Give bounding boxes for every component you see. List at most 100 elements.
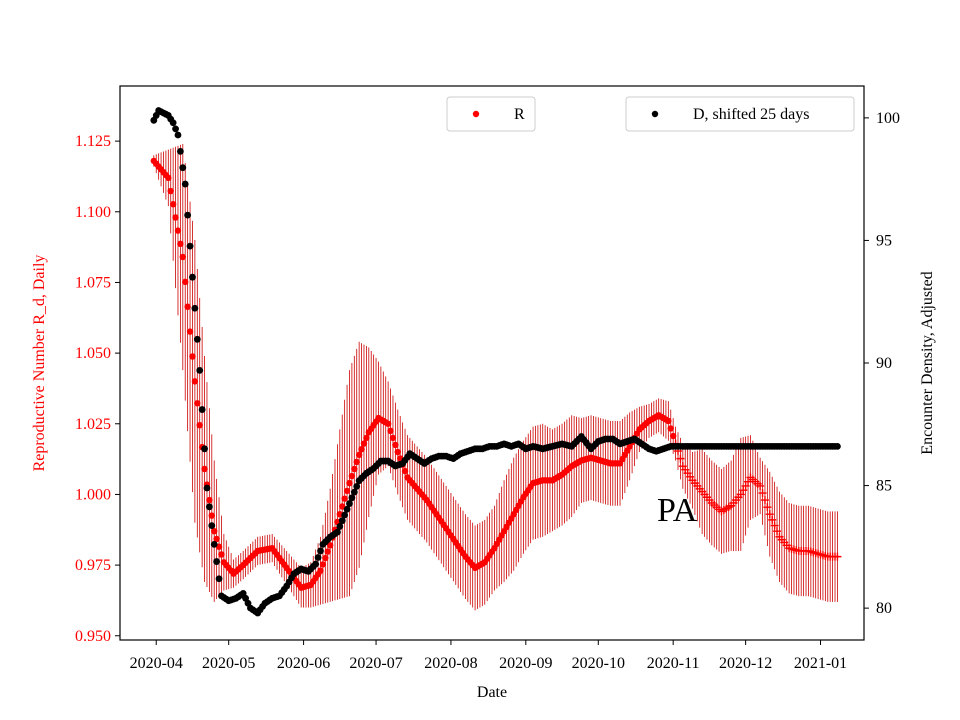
r-point	[773, 527, 782, 536]
d-point	[186, 242, 194, 250]
right-tick-label: 100	[876, 110, 900, 127]
right-tick-label: 80	[876, 600, 892, 617]
d-point	[213, 558, 221, 565]
x-tick-label: 2020-06	[277, 655, 330, 672]
r-point	[184, 303, 191, 310]
d-point	[348, 494, 356, 502]
r-point	[213, 535, 220, 543]
r-point	[182, 278, 189, 286]
x-tick-label: 2020-07	[349, 655, 402, 672]
r-point	[739, 486, 748, 495]
d-point	[208, 522, 216, 530]
r-point	[196, 421, 203, 429]
left-tick-label: 1.125	[75, 133, 111, 150]
left-tick-label: 0.950	[75, 628, 111, 645]
d-point	[172, 125, 179, 133]
d-point	[338, 517, 346, 525]
r-point	[218, 551, 225, 558]
r-point	[669, 432, 677, 440]
left-tick-label: 1.075	[75, 274, 111, 291]
r-point	[741, 481, 750, 490]
r-point	[768, 515, 777, 524]
x-tick-label: 2021-01	[794, 655, 847, 672]
d-point	[334, 528, 341, 536]
d-point	[834, 442, 841, 450]
d-point	[317, 547, 324, 555]
r-point	[186, 328, 194, 335]
r-point	[346, 479, 353, 487]
d-point	[184, 211, 192, 219]
right-tick-label: 85	[876, 478, 892, 495]
r-series	[150, 157, 842, 591]
r-point	[211, 527, 218, 535]
r-point	[833, 552, 842, 561]
r-point	[208, 512, 215, 519]
r-point	[401, 467, 409, 475]
r-point	[177, 240, 184, 248]
r-point	[165, 174, 172, 182]
d-point	[312, 560, 320, 568]
legend-r-label: R	[514, 106, 525, 123]
r-point	[353, 458, 360, 466]
r-point	[343, 487, 351, 495]
d-point	[203, 484, 211, 492]
d-point	[169, 119, 177, 127]
left-tick-label: 1.000	[75, 486, 111, 503]
left-tick-label: 0.975	[75, 557, 111, 574]
r-point	[363, 434, 370, 442]
d-point	[336, 523, 344, 530]
r-point	[756, 481, 765, 490]
right-tick-label: 95	[876, 232, 892, 249]
r-point	[765, 510, 774, 519]
r-point	[389, 434, 397, 442]
r-point	[174, 227, 182, 234]
x-axis-ticks: 2020-04 2020-05 2020-06 2020-07 2020-08 2020-…	[130, 640, 847, 672]
left-axis-ticks: 0.950 0.975 1.000 1.025 1.050 1.075 1.100 1.125	[75, 133, 120, 645]
r-point	[341, 495, 348, 502]
r-point	[360, 440, 368, 447]
right-axis-ticks: 80 85 90 95 100	[864, 110, 900, 617]
d-point	[350, 488, 358, 496]
d-point	[210, 540, 218, 548]
r-point	[770, 521, 779, 530]
r-point	[744, 477, 753, 486]
d-point	[191, 304, 199, 312]
legend-r-box	[446, 96, 536, 132]
d-point	[346, 500, 353, 507]
r-point	[317, 567, 324, 574]
right-tick-label: 90	[876, 355, 892, 372]
right-axis-title: Encounter Density, Adjusted	[919, 271, 936, 454]
left-axis-title: Reproductive Number R_d, Daily	[31, 255, 48, 472]
left-tick-label: 1.100	[75, 204, 111, 221]
d-point	[201, 445, 208, 453]
r-point	[355, 451, 363, 459]
r-point	[339, 503, 346, 510]
r-point	[189, 353, 196, 360]
d-point	[341, 511, 349, 519]
r-error-bars	[153, 143, 838, 611]
r-point	[387, 427, 394, 435]
x-tick-label: 2020-05	[202, 655, 255, 672]
d-point	[343, 505, 351, 513]
r-point	[322, 554, 329, 562]
d-point	[174, 131, 182, 139]
r-point	[758, 489, 767, 498]
r-point	[384, 420, 392, 427]
r-point	[760, 496, 769, 505]
d-point	[205, 503, 213, 511]
d-point	[179, 164, 187, 172]
r-point	[179, 253, 187, 261]
r-point	[665, 417, 672, 425]
d-point	[193, 335, 201, 343]
r-point	[201, 465, 208, 473]
r-point	[167, 187, 174, 195]
left-tick-label: 1.025	[75, 416, 111, 433]
d-point	[215, 575, 223, 583]
legend-d-marker	[651, 110, 659, 118]
r-point	[169, 201, 177, 208]
legend-r-marker	[472, 110, 480, 118]
d-point	[181, 180, 189, 188]
x-tick-label: 2020-11	[647, 655, 700, 672]
r-point	[667, 425, 674, 432]
